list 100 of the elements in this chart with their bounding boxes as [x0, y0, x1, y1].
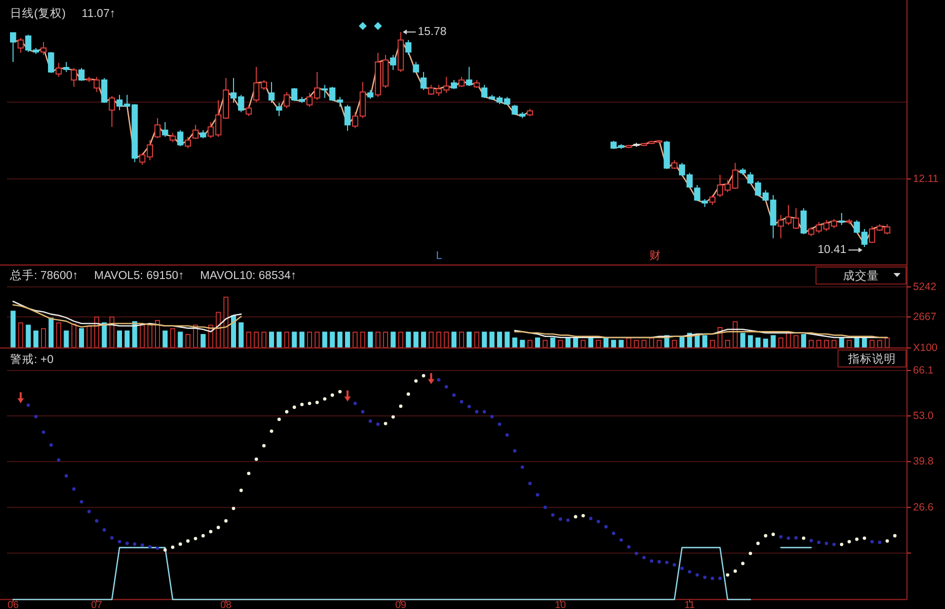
- point: [384, 422, 388, 426]
- point: [232, 506, 236, 510]
- bar: [504, 332, 510, 348]
- bar: [626, 338, 632, 348]
- y-tick-label: 2667: [913, 310, 937, 323]
- bar: [580, 340, 586, 348]
- candlestick: [450, 80, 458, 90]
- bar: [436, 332, 442, 348]
- point: [285, 410, 288, 414]
- x-tick-label: 10: [554, 600, 566, 609]
- x-tick-label: 09: [395, 600, 407, 609]
- point: [330, 393, 334, 397]
- bar: [170, 328, 176, 348]
- candlestick: [405, 40, 412, 56]
- bar: [550, 338, 556, 348]
- annotation: MAVOL10: 68534↑: [200, 270, 296, 282]
- point: [862, 536, 866, 540]
- point: [848, 540, 851, 544]
- point: [391, 415, 395, 419]
- bar: [56, 322, 62, 348]
- candlestick: [800, 208, 807, 235]
- point: [406, 392, 410, 396]
- bar: [261, 332, 266, 348]
- candlestick: [412, 62, 420, 74]
- bar: [314, 332, 320, 348]
- bar: [398, 332, 404, 348]
- bar: [801, 334, 806, 348]
- bar: [322, 332, 328, 348]
- bar: [337, 332, 342, 348]
- point: [338, 390, 342, 394]
- bar: [877, 340, 882, 348]
- point: [414, 379, 418, 383]
- bar: [48, 318, 54, 348]
- candlestick: [108, 96, 115, 128]
- bar: [884, 338, 890, 348]
- candlestick: [48, 52, 54, 74]
- bar: [428, 332, 434, 348]
- candlestick: [664, 140, 670, 170]
- annotation: 警戒: +0: [10, 353, 54, 366]
- bar: [116, 330, 122, 348]
- bar: [474, 332, 480, 348]
- candlestick: [170, 132, 176, 143]
- bar: [71, 324, 76, 348]
- bar: [64, 330, 69, 348]
- bar: [254, 332, 259, 348]
- bar: [86, 326, 92, 348]
- bar: [223, 296, 228, 348]
- candlestick: [192, 124, 199, 140]
- bar: [558, 340, 563, 348]
- bar: [702, 335, 708, 348]
- bar: [611, 340, 616, 348]
- point: [247, 472, 250, 476]
- bar: [185, 334, 190, 348]
- candlestick: [18, 38, 24, 54]
- text: 指标说明: [847, 352, 896, 366]
- bar: [808, 340, 814, 348]
- point: [741, 562, 745, 566]
- point: [239, 488, 243, 492]
- bar: [451, 332, 456, 348]
- text: 成交量: [843, 268, 879, 282]
- bar: [299, 332, 304, 348]
- bar: [216, 312, 221, 348]
- bar: [390, 332, 396, 348]
- y-tick-label: 39.8: [913, 456, 934, 468]
- bar: [140, 324, 145, 348]
- bar: [672, 340, 677, 348]
- bar: [368, 332, 373, 348]
- bar: [78, 328, 84, 348]
- bar: [421, 332, 426, 348]
- point: [734, 569, 737, 573]
- bar: [155, 320, 160, 348]
- bar: [178, 332, 183, 348]
- bar: [725, 340, 730, 348]
- bar: [756, 338, 761, 348]
- annotation: 总手: 78600↑: [9, 268, 78, 282]
- point: [171, 545, 174, 549]
- point: [855, 538, 859, 541]
- bar: [870, 340, 875, 348]
- y-tick-label: 5242: [913, 280, 937, 293]
- bar: [94, 316, 100, 348]
- point: [178, 542, 182, 546]
- bar: [147, 324, 152, 348]
- candlestick: [268, 82, 275, 104]
- candlestick: [390, 54, 396, 71]
- candlestick: [838, 212, 845, 226]
- candlestick: [276, 102, 282, 117]
- point: [574, 515, 578, 518]
- candlestick: [177, 130, 184, 147]
- bar: [770, 335, 776, 348]
- bar: [816, 340, 822, 348]
- candlestick: [344, 104, 351, 132]
- x-tick-label: 11: [684, 600, 696, 609]
- point: [748, 552, 752, 556]
- bar: [618, 340, 624, 348]
- candlestick: [246, 104, 252, 117]
- bar: [200, 334, 206, 348]
- bar: [542, 340, 548, 348]
- candlestick: [474, 80, 480, 89]
- point: [399, 404, 402, 408]
- bar: [839, 338, 844, 348]
